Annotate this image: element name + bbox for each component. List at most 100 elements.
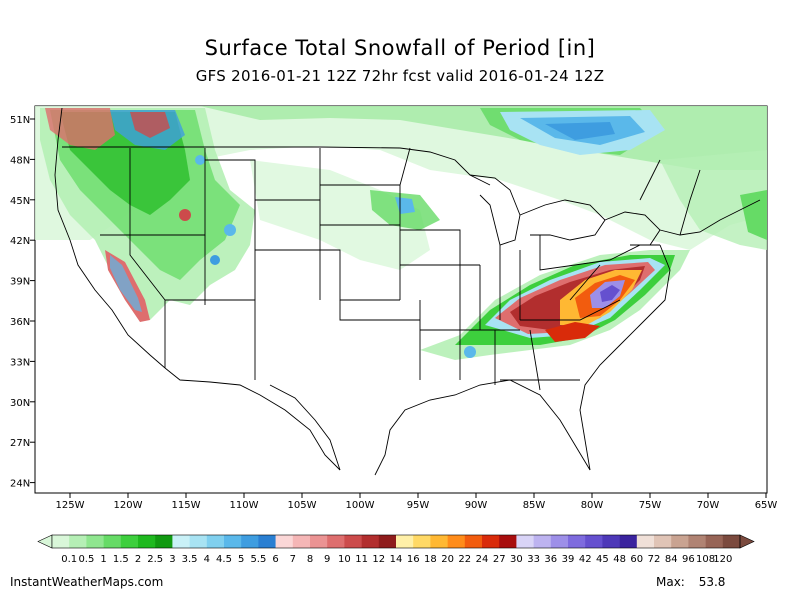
longitude-label: 120W — [114, 500, 143, 511]
colorbar-swatch — [533, 535, 552, 548]
colorbar-label: 72 — [648, 554, 661, 565]
longitude-label: 65W — [755, 500, 778, 511]
colorbar-swatch — [654, 535, 672, 548]
latitude-label: 27N — [10, 438, 30, 449]
colorbar-swatch — [464, 535, 483, 548]
colorbar-swatch — [722, 535, 741, 548]
colorbar-swatch — [172, 535, 190, 548]
colorbar-label: 5 — [238, 554, 244, 565]
colorbar-label: 11 — [355, 554, 368, 565]
latitude-label: 48N — [10, 155, 30, 166]
colorbar-label: 96 — [682, 554, 695, 565]
colorbar-label: 48 — [613, 554, 626, 565]
longitude-label: 125W — [56, 500, 85, 511]
colorbar-label: 9 — [324, 554, 330, 565]
longitude-label: 100W — [346, 500, 375, 511]
latitude-label: 42N — [10, 236, 30, 247]
colorbar-border — [51, 534, 741, 549]
colorbar-label: 108 — [696, 554, 715, 565]
colorbar-swatch — [516, 535, 534, 548]
colorbar-label: 0.1 — [61, 554, 77, 565]
map-title: Surface Total Snowfall of Period [in] — [204, 36, 596, 60]
latitude-axis: 51N 48N 45N 42N 39N 36N 33N 30N 27N 24N — [10, 115, 35, 490]
colorbar-label: 60 — [630, 554, 643, 565]
colorbar-swatch — [52, 535, 70, 548]
colorbar-label: 4 — [204, 554, 210, 565]
colorbar-swatch — [550, 535, 569, 548]
colorbar-label: 2.5 — [147, 554, 163, 565]
colorbar-left-arrow — [37, 534, 53, 549]
colorbar-swatch — [705, 535, 724, 548]
colorbar-swatch — [688, 535, 706, 548]
colorbar-swatch — [241, 535, 259, 548]
colorbar-swatch — [292, 535, 311, 548]
colorbar-label: 18 — [424, 554, 437, 565]
colorbar-swatch — [138, 535, 156, 548]
colorbar-swatch — [671, 535, 689, 548]
colorbar-swatch — [482, 535, 500, 548]
colorbar-swatch — [275, 535, 294, 548]
colorbar-label: 42 — [579, 554, 592, 565]
colorbar-label: 12 — [372, 554, 385, 565]
colorbar-label: 14 — [390, 554, 403, 565]
colorbar-swatch — [103, 535, 122, 548]
longitude-label: 80W — [581, 500, 604, 511]
colorbar-swatch — [344, 535, 362, 548]
colorbar-swatch — [258, 535, 276, 548]
colorbar-label: 20 — [441, 554, 454, 565]
colorbar-swatch — [155, 535, 173, 548]
max-value: 53.8 — [698, 575, 726, 589]
latitude-label: 33N — [10, 357, 30, 368]
colorbar-swatch — [430, 535, 448, 548]
max-label: Max: — [656, 575, 685, 589]
colorbar-label: 24 — [476, 554, 489, 565]
colorbar-swatch — [396, 535, 414, 548]
colorbar-swatch — [447, 535, 466, 548]
colorbar-label: 10 — [338, 554, 351, 565]
longitude-label: 75W — [639, 500, 662, 511]
colorbar-swatch — [361, 535, 380, 548]
colorbar-label: 4.5 — [216, 554, 232, 565]
colorbar-label: 16 — [407, 554, 420, 565]
colorbar-label: 6 — [272, 554, 278, 565]
colorbar-label: 7 — [290, 554, 296, 565]
colorbar-swatch — [585, 535, 603, 548]
colorbar-label: 120 — [713, 554, 732, 565]
colorbar-label: 22 — [458, 554, 471, 565]
colorbar-swatch — [86, 535, 104, 548]
latitude-label: 39N — [10, 277, 30, 288]
longitude-label: 110W — [230, 500, 259, 511]
colorbar-swatch — [310, 535, 328, 548]
colorbar-label: 0.5 — [78, 554, 94, 565]
colorbar-label: 1 — [100, 554, 106, 565]
map-subtitle: GFS 2016-01-21 12Z 72hr fcst valid 2016-… — [195, 67, 605, 85]
longitude-label: 85W — [523, 500, 546, 511]
colorbar-label: 1.5 — [113, 554, 129, 565]
colorbar-swatch — [378, 535, 397, 548]
colorbar-swatch — [206, 535, 225, 548]
colorbar-label: 27 — [493, 554, 506, 565]
longitude-axis: 125W 120W 115W 110W 105W 100W 95W 90W 85W 80W 75W 7… — [56, 493, 778, 511]
latitude-label: 24N — [10, 479, 30, 490]
colorbar-label: 5.5 — [250, 554, 266, 565]
snowfall-field — [35, 106, 767, 360]
colorbar-swatch — [224, 535, 242, 548]
colorbar-label: 45 — [596, 554, 609, 565]
colorbar-label: 30 — [510, 554, 523, 565]
max-value-readout: Max: 53.8 — [656, 575, 725, 589]
site-credit: InstantWeatherMaps.com — [10, 575, 164, 589]
colorbar-label: 36 — [544, 554, 557, 565]
longitude-label: 115W — [172, 500, 201, 511]
state-boundaries — [54, 107, 761, 476]
latitude-label: 36N — [10, 317, 30, 328]
latitude-label: 51N — [10, 115, 30, 126]
colorbar-swatch — [413, 535, 431, 548]
colorbar-swatch — [568, 535, 586, 548]
colorbar-label: 3.5 — [182, 554, 198, 565]
longitude-label: 105W — [288, 500, 317, 511]
colorbar-swatch — [602, 535, 620, 548]
longitude-label: 95W — [407, 500, 430, 511]
longitude-label: 90W — [465, 500, 488, 511]
colorbar-label: 2 — [135, 554, 141, 565]
